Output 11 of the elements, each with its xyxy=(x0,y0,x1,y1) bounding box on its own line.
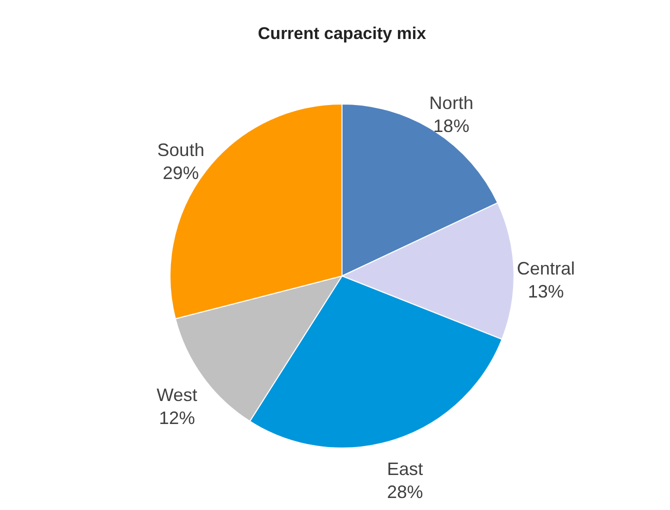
slice-label: Central xyxy=(516,258,575,279)
slice-label: West xyxy=(156,384,198,405)
data-label: 29% xyxy=(162,162,199,183)
data-label: 18% xyxy=(433,116,470,136)
slice-label: South xyxy=(157,140,204,160)
data-label: 28% xyxy=(387,482,424,502)
slice-label: East xyxy=(387,459,424,480)
data-label: 13% xyxy=(528,282,564,302)
slice-label: North xyxy=(429,92,474,113)
chart-title: Current capacity mix xyxy=(258,24,427,43)
data-label: 12% xyxy=(158,408,195,428)
